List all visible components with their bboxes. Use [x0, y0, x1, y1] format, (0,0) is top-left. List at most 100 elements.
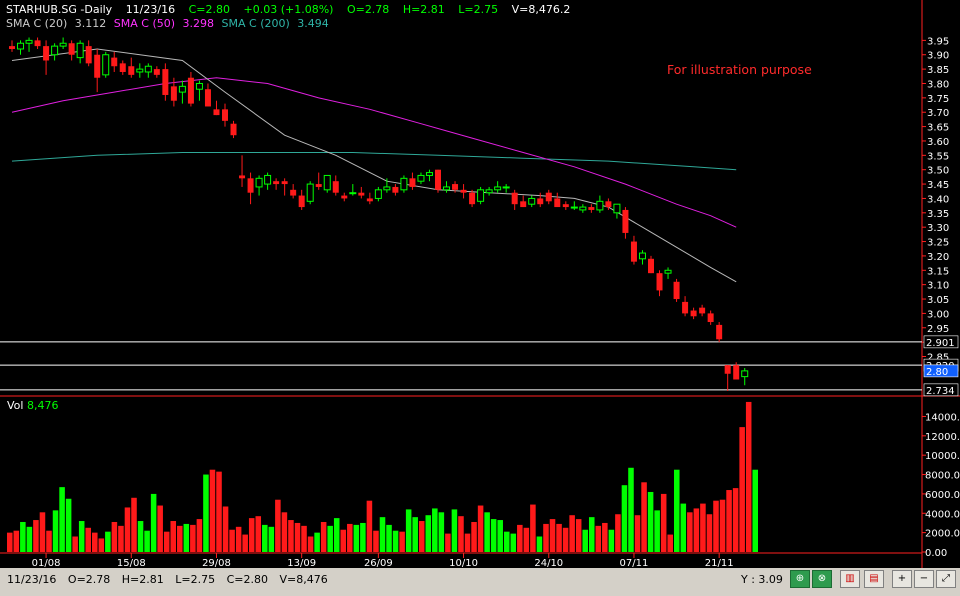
candle-body	[707, 313, 714, 323]
illustration-note: For illustration purpose	[667, 62, 812, 77]
volume-bar	[353, 524, 360, 552]
candle-body	[511, 192, 518, 205]
volume-bar	[333, 518, 340, 552]
candle-body	[502, 186, 510, 189]
candle-body	[170, 86, 177, 101]
crosshair-icon[interactable]: ⊕	[790, 570, 810, 588]
candle-body	[222, 109, 228, 121]
volume-bar	[432, 508, 438, 552]
volume-bar	[52, 510, 59, 552]
candle-body	[741, 370, 749, 378]
candle-body	[477, 189, 485, 202]
price-label-box	[923, 335, 959, 349]
price-label-text: 2.734	[926, 386, 955, 397]
volume-bar	[288, 520, 294, 552]
price-label-text: 2.901	[926, 338, 955, 349]
volume-bar	[340, 529, 347, 552]
candle-body	[673, 281, 680, 300]
volume-bar	[327, 525, 333, 552]
candle-body	[682, 301, 689, 314]
y-tick-label: 3.05	[927, 295, 949, 306]
volume-bar	[732, 488, 739, 552]
status-volume: V=8,476	[279, 573, 328, 586]
candle-body	[622, 209, 629, 233]
price-chart[interactable]: 2.852.902.953.003.053.103.153.203.253.30…	[0, 0, 960, 568]
volume-bar	[366, 500, 373, 552]
candle-body	[162, 69, 169, 95]
vol-tick-label: 14000.00	[925, 412, 960, 423]
candle-body	[290, 189, 297, 196]
volume-bar	[33, 520, 39, 552]
candle-body	[43, 46, 50, 61]
vol-tick-label: 2000.00	[925, 529, 960, 540]
candle-body	[306, 183, 314, 202]
candle-body	[255, 177, 263, 188]
candle-body	[102, 54, 110, 76]
volume-bar	[602, 522, 608, 552]
candle-body	[51, 45, 59, 56]
volume-bar	[268, 526, 275, 552]
candle-body	[204, 89, 211, 107]
volume-bar	[275, 499, 281, 552]
candle-body	[690, 310, 697, 317]
volume-bar	[386, 524, 392, 552]
candle-body	[562, 204, 569, 208]
volume-bar	[471, 521, 477, 552]
volume-bar	[124, 507, 131, 552]
y-cursor-readout: Y : 3.09	[741, 573, 783, 586]
volume-bar	[739, 427, 745, 552]
status-high: H=2.81	[121, 573, 164, 586]
header-close: C=2.80	[188, 3, 230, 16]
candle-body	[425, 172, 433, 176]
volume-bar	[150, 493, 157, 552]
vol-tick-label: 4000.00	[925, 509, 960, 520]
y-tick-label: 3.25	[927, 238, 949, 249]
y-tick-label: 3.20	[927, 252, 949, 263]
volume-bar	[242, 534, 248, 552]
candle-body	[9, 46, 15, 49]
zoom-out-icon[interactable]: −	[914, 570, 934, 588]
volume-bar	[530, 504, 536, 552]
volume-bar	[595, 525, 602, 552]
volume-bar	[379, 517, 386, 552]
x-tick-label: 26/09	[364, 558, 393, 568]
volume-bar	[706, 514, 713, 552]
volume-bar	[137, 521, 144, 552]
candle-body	[570, 206, 578, 209]
volume-bar	[517, 524, 523, 552]
volume-bar	[752, 469, 758, 552]
price-label-text: 2.80	[926, 367, 948, 378]
bar-style-icon[interactable]: ▤	[864, 570, 884, 588]
candle-style-icon[interactable]: ▥	[840, 570, 860, 588]
price-label-box	[923, 364, 959, 378]
vol-tick-label: 0.00	[925, 548, 947, 559]
header-low: L=2.75	[458, 3, 499, 16]
volume-bar	[425, 515, 432, 552]
candle-body	[724, 365, 731, 374]
volume-bar	[320, 521, 327, 552]
candle-body	[400, 177, 408, 191]
volume-bar	[177, 525, 183, 552]
snap-icon[interactable]: ⊗	[812, 570, 832, 588]
volume-bar	[693, 508, 700, 552]
zoom-fit-icon[interactable]: ⤢	[936, 570, 956, 588]
volume-bar	[680, 503, 687, 552]
volume-bar	[667, 534, 673, 552]
zoom-in-icon[interactable]: +	[892, 570, 912, 588]
volume-bar	[726, 490, 732, 552]
candle-body	[178, 85, 186, 93]
volume-bar	[307, 536, 314, 552]
volume-bar	[399, 531, 405, 552]
volume-bar	[484, 512, 490, 552]
volume-bar	[78, 521, 85, 552]
candle-body	[383, 186, 391, 191]
candle-body	[435, 169, 441, 190]
y-tick-label: 3.90	[927, 51, 949, 62]
volume-bar	[360, 522, 366, 552]
candle-body	[494, 186, 502, 191]
y-tick-label: 3.85	[927, 65, 949, 76]
candle-body	[119, 63, 126, 72]
candle-body	[213, 109, 220, 116]
y-tick-label: 3.50	[927, 166, 949, 177]
candle-body	[76, 42, 84, 59]
